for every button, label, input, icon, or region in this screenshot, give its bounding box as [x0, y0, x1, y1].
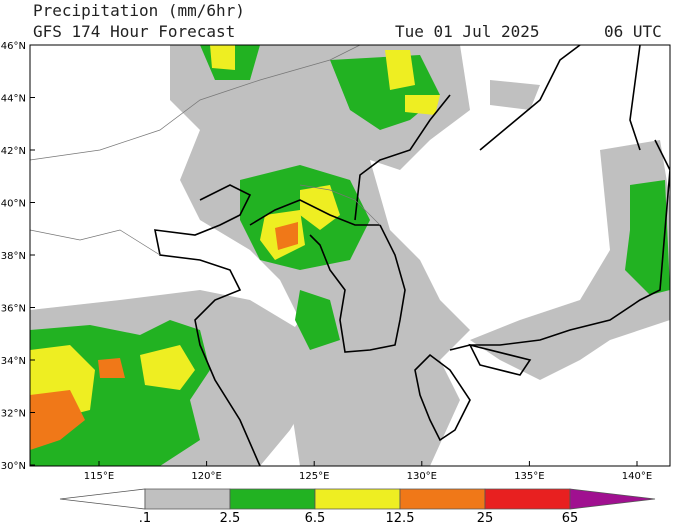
colorbar-segment — [399, 488, 486, 510]
lon-label: 135°E — [514, 471, 544, 482]
lat-label: 40°N — [1, 199, 26, 210]
lon-label: 115°E — [84, 471, 114, 482]
coastlines — [153, 45, 670, 466]
borders — [29, 44, 381, 256]
lat-label: 30°N — [1, 461, 26, 472]
lat-label: 36°N — [1, 304, 26, 315]
title: Precipitation (mm/6hr) — [33, 1, 245, 20]
lat-label: 44°N — [1, 94, 26, 105]
lon-label: 130°E — [407, 471, 437, 482]
colorbar-segment — [314, 488, 401, 510]
lat-label: 42°N — [1, 146, 26, 157]
time: 06 UTC — [604, 22, 662, 41]
lat-label: 32°N — [1, 409, 26, 420]
lat-label: 38°N — [1, 251, 26, 262]
colorbar-segment — [229, 488, 316, 510]
lon-label: 125°E — [299, 471, 329, 482]
lat-label: 34°N — [1, 356, 26, 367]
colorbar-segment — [569, 488, 656, 510]
precip — [30, 45, 670, 466]
lon-label: 140°E — [622, 471, 652, 482]
colorbar-label: 12.5 — [386, 511, 415, 525]
subtitle: GFS 174 Hour Forecast — [33, 22, 235, 41]
date: Tue 01 Jul 2025 — [395, 22, 540, 41]
map — [29, 44, 671, 467]
colorbar-segment — [59, 488, 146, 510]
colorbar-label: 65 — [562, 511, 579, 525]
colorbar-label: 2.5 — [220, 511, 241, 525]
colorbar-label: .1 — [139, 511, 151, 525]
colorbar-label: 25 — [477, 511, 494, 525]
colorbar-segment — [484, 488, 571, 510]
lon-label: 120°E — [191, 471, 221, 482]
colorbar-segment — [144, 488, 231, 510]
lat-label: 46°N — [1, 41, 26, 52]
colorbar-label: 6.5 — [305, 511, 326, 525]
